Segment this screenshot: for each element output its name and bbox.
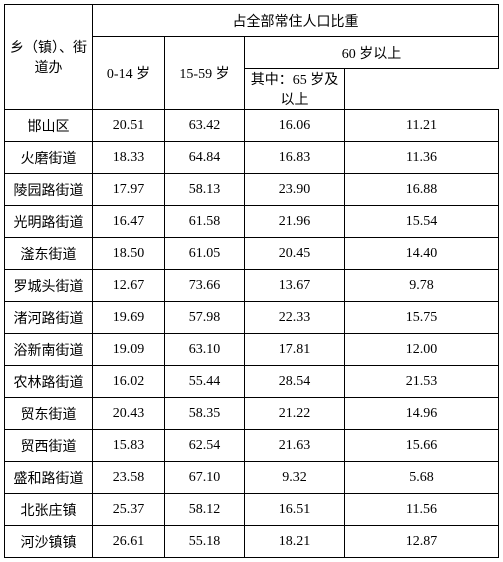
cell-60plus: 16.83 [245,142,345,174]
cell-60plus: 13.67 [245,270,345,302]
cell-65plus: 9.78 [345,270,499,302]
cell-0-14: 19.09 [93,334,165,366]
table-row: 火磨街道18.3364.8416.8311.36 [5,142,499,174]
cell-60plus: 23.90 [245,174,345,206]
table-row: 陵园路街道17.9758.1323.9016.88 [5,174,499,206]
cell-15-59: 67.10 [165,462,245,494]
cell-60plus: 21.22 [245,398,345,430]
table-row: 河沙镇镇26.6155.1818.2112.87 [5,526,499,558]
cell-65plus: 5.68 [345,462,499,494]
table-row: 滏东街道18.5061.0520.4514.40 [5,238,499,270]
cell-region: 火磨街道 [5,142,93,174]
cell-0-14: 16.02 [93,366,165,398]
table-row: 贸西街道15.8362.5421.6315.66 [5,430,499,462]
cell-65plus: 21.53 [345,366,499,398]
cell-65plus: 14.96 [345,398,499,430]
cell-region: 盛和路街道 [5,462,93,494]
cell-65plus: 15.54 [345,206,499,238]
cell-60plus: 16.06 [245,110,345,142]
table-row: 罗城头街道12.6773.6613.679.78 [5,270,499,302]
cell-60plus: 17.81 [245,334,345,366]
cell-region: 贸东街道 [5,398,93,430]
cell-15-59: 58.35 [165,398,245,430]
cell-15-59: 61.05 [165,238,245,270]
cell-region: 北张庄镇 [5,494,93,526]
cell-15-59: 64.84 [165,142,245,174]
cell-60plus: 16.51 [245,494,345,526]
table-row: 邯山区20.5163.4216.0611.21 [5,110,499,142]
table-header: 乡（镇）、街道办 占全部常住人口比重 0-14 岁 15-59 岁 60 岁以上… [5,5,499,110]
cell-region: 河沙镇镇 [5,526,93,558]
cell-0-14: 17.97 [93,174,165,206]
cell-15-59: 62.54 [165,430,245,462]
cell-15-59: 58.13 [165,174,245,206]
cell-15-59: 63.10 [165,334,245,366]
cell-60plus: 20.45 [245,238,345,270]
table-row: 农林路街道16.0255.4428.5421.53 [5,366,499,398]
cell-60plus: 22.33 [245,302,345,334]
header-group: 占全部常住人口比重 [93,5,499,37]
cell-60plus: 9.32 [245,462,345,494]
cell-15-59: 57.98 [165,302,245,334]
table-row: 浴新南街道19.0963.1017.8112.00 [5,334,499,366]
cell-region: 农林路街道 [5,366,93,398]
cell-region: 渚河路街道 [5,302,93,334]
cell-65plus: 15.75 [345,302,499,334]
cell-0-14: 18.50 [93,238,165,270]
cell-region: 贸西街道 [5,430,93,462]
cell-60plus: 18.21 [245,526,345,558]
table-row: 渚河路街道19.6957.9822.3315.75 [5,302,499,334]
cell-region: 光明路街道 [5,206,93,238]
cell-65plus: 15.66 [345,430,499,462]
cell-60plus: 21.63 [245,430,345,462]
cell-region: 浴新南街道 [5,334,93,366]
cell-65plus: 11.56 [345,494,499,526]
cell-region: 陵园路街道 [5,174,93,206]
header-col-15-59: 15-59 岁 [165,37,245,110]
cell-15-59: 63.42 [165,110,245,142]
cell-60plus: 21.96 [245,206,345,238]
cell-15-59: 61.58 [165,206,245,238]
cell-0-14: 23.58 [93,462,165,494]
cell-15-59: 55.44 [165,366,245,398]
cell-15-59: 55.18 [165,526,245,558]
header-col-60plus: 60 岁以上 [245,37,499,69]
cell-15-59: 58.12 [165,494,245,526]
cell-0-14: 16.47 [93,206,165,238]
cell-65plus: 14.40 [345,238,499,270]
cell-65plus: 11.21 [345,110,499,142]
cell-15-59: 73.66 [165,270,245,302]
cell-0-14: 25.37 [93,494,165,526]
cell-region: 邯山区 [5,110,93,142]
table-row: 光明路街道16.4761.5821.9615.54 [5,206,499,238]
cell-65plus: 12.00 [345,334,499,366]
header-region: 乡（镇）、街道办 [5,5,93,110]
table-body: 邯山区20.5163.4216.0611.21火磨街道18.3364.8416.… [5,110,499,558]
header-col-0-14: 0-14 岁 [93,37,165,110]
cell-0-14: 12.67 [93,270,165,302]
cell-0-14: 19.69 [93,302,165,334]
header-col-65plus: 其中：65 岁及以上 [245,69,345,110]
cell-65plus: 12.87 [345,526,499,558]
cell-region: 滏东街道 [5,238,93,270]
cell-65plus: 11.36 [345,142,499,174]
cell-0-14: 18.33 [93,142,165,174]
cell-65plus: 16.88 [345,174,499,206]
cell-region: 罗城头街道 [5,270,93,302]
cell-0-14: 20.43 [93,398,165,430]
cell-0-14: 26.61 [93,526,165,558]
cell-0-14: 20.51 [93,110,165,142]
table-row: 盛和路街道23.5867.109.325.68 [5,462,499,494]
table-row: 贸东街道20.4358.3521.2214.96 [5,398,499,430]
cell-0-14: 15.83 [93,430,165,462]
table-row: 北张庄镇25.3758.1216.5111.56 [5,494,499,526]
cell-60plus: 28.54 [245,366,345,398]
population-table: 乡（镇）、街道办 占全部常住人口比重 0-14 岁 15-59 岁 60 岁以上… [4,4,499,558]
